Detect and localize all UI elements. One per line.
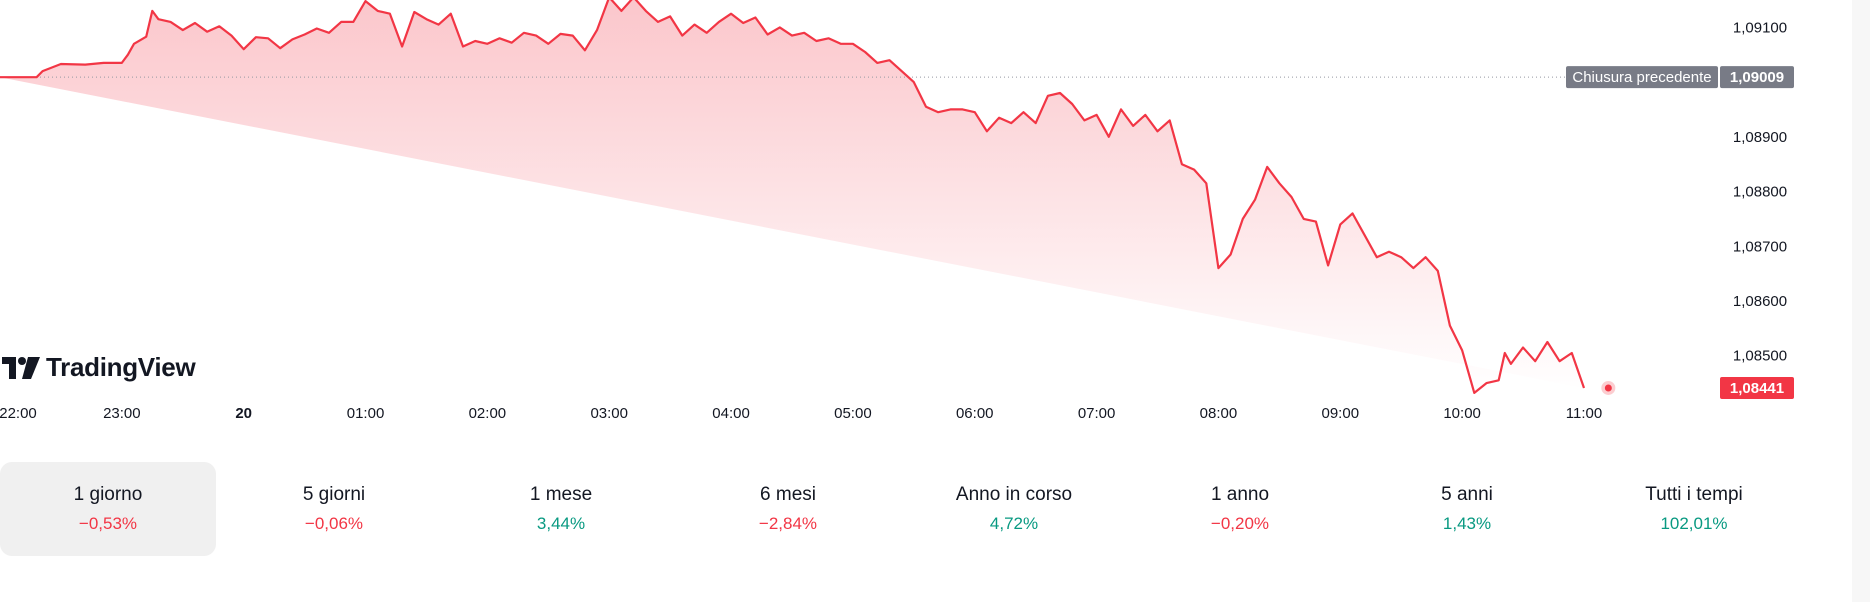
range-change: 4,72% <box>989 514 1039 533</box>
last-price-value: 1,08441 <box>1730 380 1784 397</box>
price-area <box>0 0 1584 393</box>
range-change: −0,20% <box>1210 514 1270 533</box>
range-tab[interactable]: 1 anno −0,20% <box>1132 462 1348 556</box>
range-change: 1,43% <box>1442 514 1492 533</box>
range-label: 1 mese <box>529 484 593 505</box>
x-tick-label: 10:00 <box>1443 405 1481 422</box>
range-change: 3,44% <box>536 514 586 533</box>
range-label: 1 anno <box>1210 484 1270 505</box>
x-tick-label: 02:00 <box>469 405 507 422</box>
previous-close-value: 1,09009 <box>1730 69 1784 86</box>
range-tab[interactable]: 1 mese 3,44% <box>453 462 669 556</box>
previous-close-label-badge <box>1566 66 1718 89</box>
tradingview-logo-text: TradingView <box>46 352 196 382</box>
x-tick-label: 20 <box>235 405 252 422</box>
y-tick-label: 1,08800 <box>1733 184 1787 201</box>
range-tab[interactable]: 6 mesi −2,84% <box>680 462 896 556</box>
x-tick-label: 11:00 <box>1566 405 1602 422</box>
y-tick-label: 1,08700 <box>1733 238 1787 255</box>
previous-close-value-badge <box>1720 66 1794 89</box>
range-label: Tutti i tempi <box>1645 484 1743 505</box>
range-change: 102,01% <box>1660 514 1728 533</box>
y-tick-label: 1,09100 <box>1733 19 1787 36</box>
y-tick-label: 1,08900 <box>1733 129 1787 146</box>
range-change: −0,06% <box>304 514 364 533</box>
range-tab[interactable]: Anno in corso 4,72% <box>906 462 1122 556</box>
range-selector: 1 giorno −0,53% 5 giorni −0,06% 1 mese 3,44% 6… <box>0 462 1790 556</box>
range-label: Anno in corso <box>955 484 1073 505</box>
x-tick-label: 08:00 <box>1200 405 1238 422</box>
tradingview-logo-icon <box>2 356 40 379</box>
last-price-dot <box>1604 384 1612 392</box>
x-tick-label: 05:00 <box>834 405 872 422</box>
range-tab[interactable]: 5 anni 1,43% <box>1359 462 1575 556</box>
range-label: 6 mesi <box>760 484 816 505</box>
previous-close-label: Chiusura precedente <box>1572 69 1711 86</box>
price-chart-svg[interactable]: 1,09100 1,08900 1,08800 1,08700 1,08600 1,085… <box>0 0 1870 430</box>
y-tick-label: 1,08500 <box>1733 348 1787 365</box>
price-line <box>0 0 1586 394</box>
last-price-badge <box>1720 376 1794 399</box>
y-tick-label: 1,08600 <box>1733 293 1787 310</box>
x-tick-label: 06:00 <box>956 405 994 422</box>
x-tick-label: 03:00 <box>590 405 628 422</box>
range-label: 5 anni <box>1441 484 1493 505</box>
x-tick-label: 01:00 <box>347 405 385 422</box>
tradingview-logo[interactable]: TradingView <box>2 352 196 383</box>
x-tick-label: 04:00 <box>712 405 750 422</box>
range-change: −2,84% <box>758 514 818 533</box>
range-tab[interactable]: Tutti i tempi 102,01% <box>1586 462 1802 556</box>
x-tick-label: 23:00 <box>103 405 141 422</box>
x-tick-label: 07:00 <box>1078 405 1116 422</box>
range-label: 5 giorni <box>302 484 366 505</box>
range-tab[interactable]: 5 giorni −0,06% <box>226 462 442 556</box>
x-tick-label: 09:00 <box>1322 405 1360 422</box>
scrollbar-track[interactable] <box>1852 0 1870 602</box>
range-label: 1 giorno <box>73 484 143 505</box>
x-tick-label: 22:00 <box>0 405 37 422</box>
range-tab[interactable]: 1 giorno −0,53% <box>0 462 216 556</box>
range-change: −0,53% <box>78 514 138 533</box>
